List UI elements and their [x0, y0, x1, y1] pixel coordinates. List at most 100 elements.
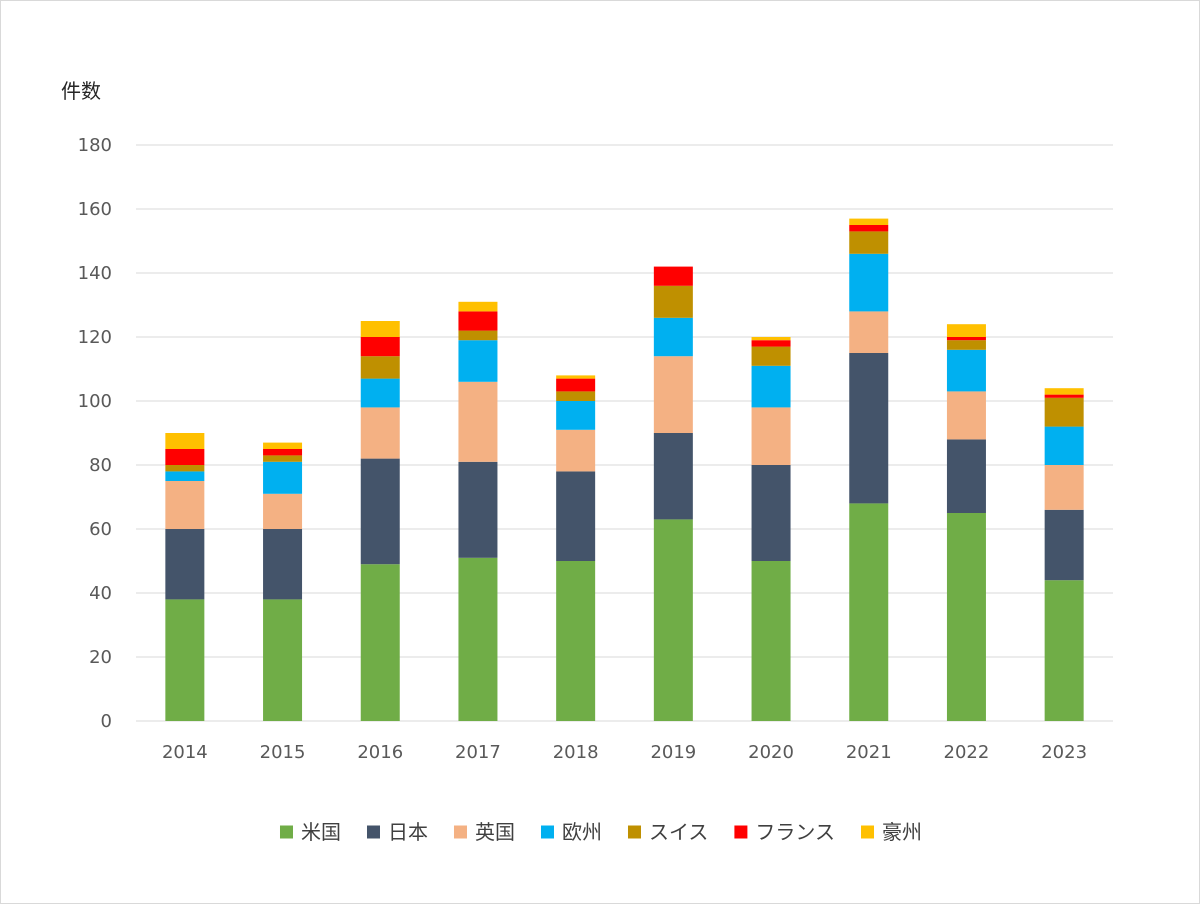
- legend-item-2: 英国: [453, 820, 515, 844]
- bar-2014-series-2: [165, 481, 205, 529]
- bar-2015-series-1: [263, 529, 303, 600]
- y-tick-label-100: 100: [78, 391, 112, 412]
- legend-item-1: 日本: [366, 820, 428, 844]
- bar-2022-series-5: [946, 337, 986, 341]
- y-tick-label-0: 0: [101, 711, 112, 732]
- bar-2021-series-0: [849, 503, 889, 721]
- legend-item-6: 豪州: [861, 820, 922, 844]
- bar-2022-series-3: [946, 349, 986, 392]
- x-tick-label-2023: 2023: [1041, 742, 1087, 763]
- legend-label-0: 米国: [301, 820, 341, 844]
- bar-2016-series-0: [360, 564, 400, 721]
- bar-2019-series-1: [653, 433, 693, 520]
- bar-2015-series-6: [263, 442, 303, 449]
- bar-2023-series-3: [1044, 426, 1084, 465]
- bar-2017-series-3: [458, 340, 498, 382]
- bar-2016-series-5: [360, 337, 400, 357]
- bar-2014-series-5: [165, 449, 205, 465]
- legend-label-4: スイス: [649, 820, 708, 844]
- bar-2017-series-1: [458, 461, 498, 558]
- y-tick-label-40: 40: [89, 583, 112, 604]
- legend-swatch-1: [366, 825, 380, 839]
- bar-2018-series-0: [556, 561, 596, 721]
- bar-2014-series-6: [165, 433, 205, 449]
- bar-2021-series-2: [849, 311, 889, 353]
- bar-2014-series-4: [165, 465, 205, 472]
- legend-item-4: スイス: [627, 820, 708, 844]
- bar-2015-series-0: [263, 599, 303, 721]
- x-tick-label-2021: 2021: [846, 742, 892, 763]
- bar-2018-series-6: [556, 375, 596, 379]
- bar-2023-series-5: [1044, 394, 1084, 398]
- bar-2019-series-3: [653, 317, 693, 357]
- legend-swatch-2: [453, 825, 467, 839]
- y-tick-label-140: 140: [78, 263, 112, 284]
- bar-2018-series-1: [556, 471, 596, 561]
- legend-item-0: 米国: [279, 820, 341, 844]
- bar-2021-series-4: [849, 231, 889, 254]
- axes: 件数 0 20 40 60 80 100 120 140 160 180 2014 2015 2016 2…: [61, 79, 1087, 763]
- bar-2021-series-1: [849, 353, 889, 504]
- bar-2022-series-4: [946, 340, 986, 350]
- x-tick-label-2022: 2022: [944, 742, 990, 763]
- bar-2017-series-5: [458, 311, 498, 331]
- bar-2023-series-6: [1044, 388, 1084, 395]
- legend-label-3: 欧州: [562, 820, 602, 844]
- legend-label-1: 日本: [388, 820, 428, 844]
- x-tick-label-2018: 2018: [553, 742, 599, 763]
- legend-swatch-0: [279, 825, 293, 839]
- bar-2014-series-0: [165, 599, 205, 721]
- bar-2020-series-2: [751, 407, 791, 465]
- bar-2021-series-3: [849, 253, 889, 312]
- bar-2017-series-0: [458, 557, 498, 721]
- bar-2016-series-4: [360, 356, 400, 379]
- legend-swatch-4: [627, 825, 641, 839]
- bar-2018-series-5: [556, 378, 596, 392]
- bar-2022-series-6: [946, 324, 986, 337]
- bar-2021-series-6: [849, 218, 889, 225]
- bar-2023-series-2: [1044, 465, 1084, 510]
- bar-2016-series-3: [360, 378, 400, 408]
- x-tick-label-2015: 2015: [260, 742, 306, 763]
- y-tick-label-180: 180: [78, 135, 112, 156]
- bar-2018-series-2: [556, 429, 596, 472]
- bar-2016-series-6: [360, 321, 400, 337]
- bar-2016-series-2: [360, 407, 400, 459]
- bar-2015-series-3: [263, 461, 303, 494]
- x-tick-label-2014: 2014: [162, 742, 208, 763]
- legend: 米国 日本 英国 欧州 スイス フランス 豪州: [279, 820, 922, 844]
- bar-2022-series-1: [946, 439, 986, 513]
- bar-2021-series-5: [849, 225, 889, 232]
- bar-2018-series-4: [556, 391, 596, 401]
- legend-label-2: 英国: [475, 820, 515, 844]
- y-tick-label-60: 60: [89, 519, 112, 540]
- bar-2022-series-2: [946, 391, 986, 440]
- legend-label-6: 豪州: [882, 820, 922, 844]
- y-tick-label-20: 20: [89, 647, 112, 668]
- bar-2015-series-4: [263, 455, 303, 462]
- bar-2023-series-4: [1044, 397, 1084, 427]
- x-tick-label-2020: 2020: [748, 742, 794, 763]
- bar-2019-series-0: [653, 519, 693, 721]
- legend-swatch-3: [540, 825, 554, 839]
- x-tick-label-2016: 2016: [357, 742, 403, 763]
- bar-2016-series-1: [360, 458, 400, 565]
- bar-2017-series-2: [458, 381, 498, 462]
- bar-2020-series-6: [751, 337, 791, 341]
- bar-2019-series-4: [653, 285, 693, 318]
- bar-2019-series-5: [653, 266, 693, 286]
- bars: [165, 218, 1084, 721]
- bar-2015-series-2: [263, 493, 303, 529]
- y-tick-label-160: 160: [78, 199, 112, 220]
- bar-2014-series-3: [165, 471, 205, 481]
- y-tick-label-80: 80: [89, 455, 112, 476]
- bar-2020-series-1: [751, 465, 791, 561]
- bar-2014-series-1: [165, 529, 205, 600]
- bar-2023-series-1: [1044, 509, 1084, 581]
- bar-2023-series-0: [1044, 580, 1084, 721]
- legend-swatch-5: [734, 825, 748, 839]
- bar-2022-series-0: [946, 513, 986, 721]
- x-tick-label-2017: 2017: [455, 742, 501, 763]
- bar-2020-series-4: [751, 346, 791, 366]
